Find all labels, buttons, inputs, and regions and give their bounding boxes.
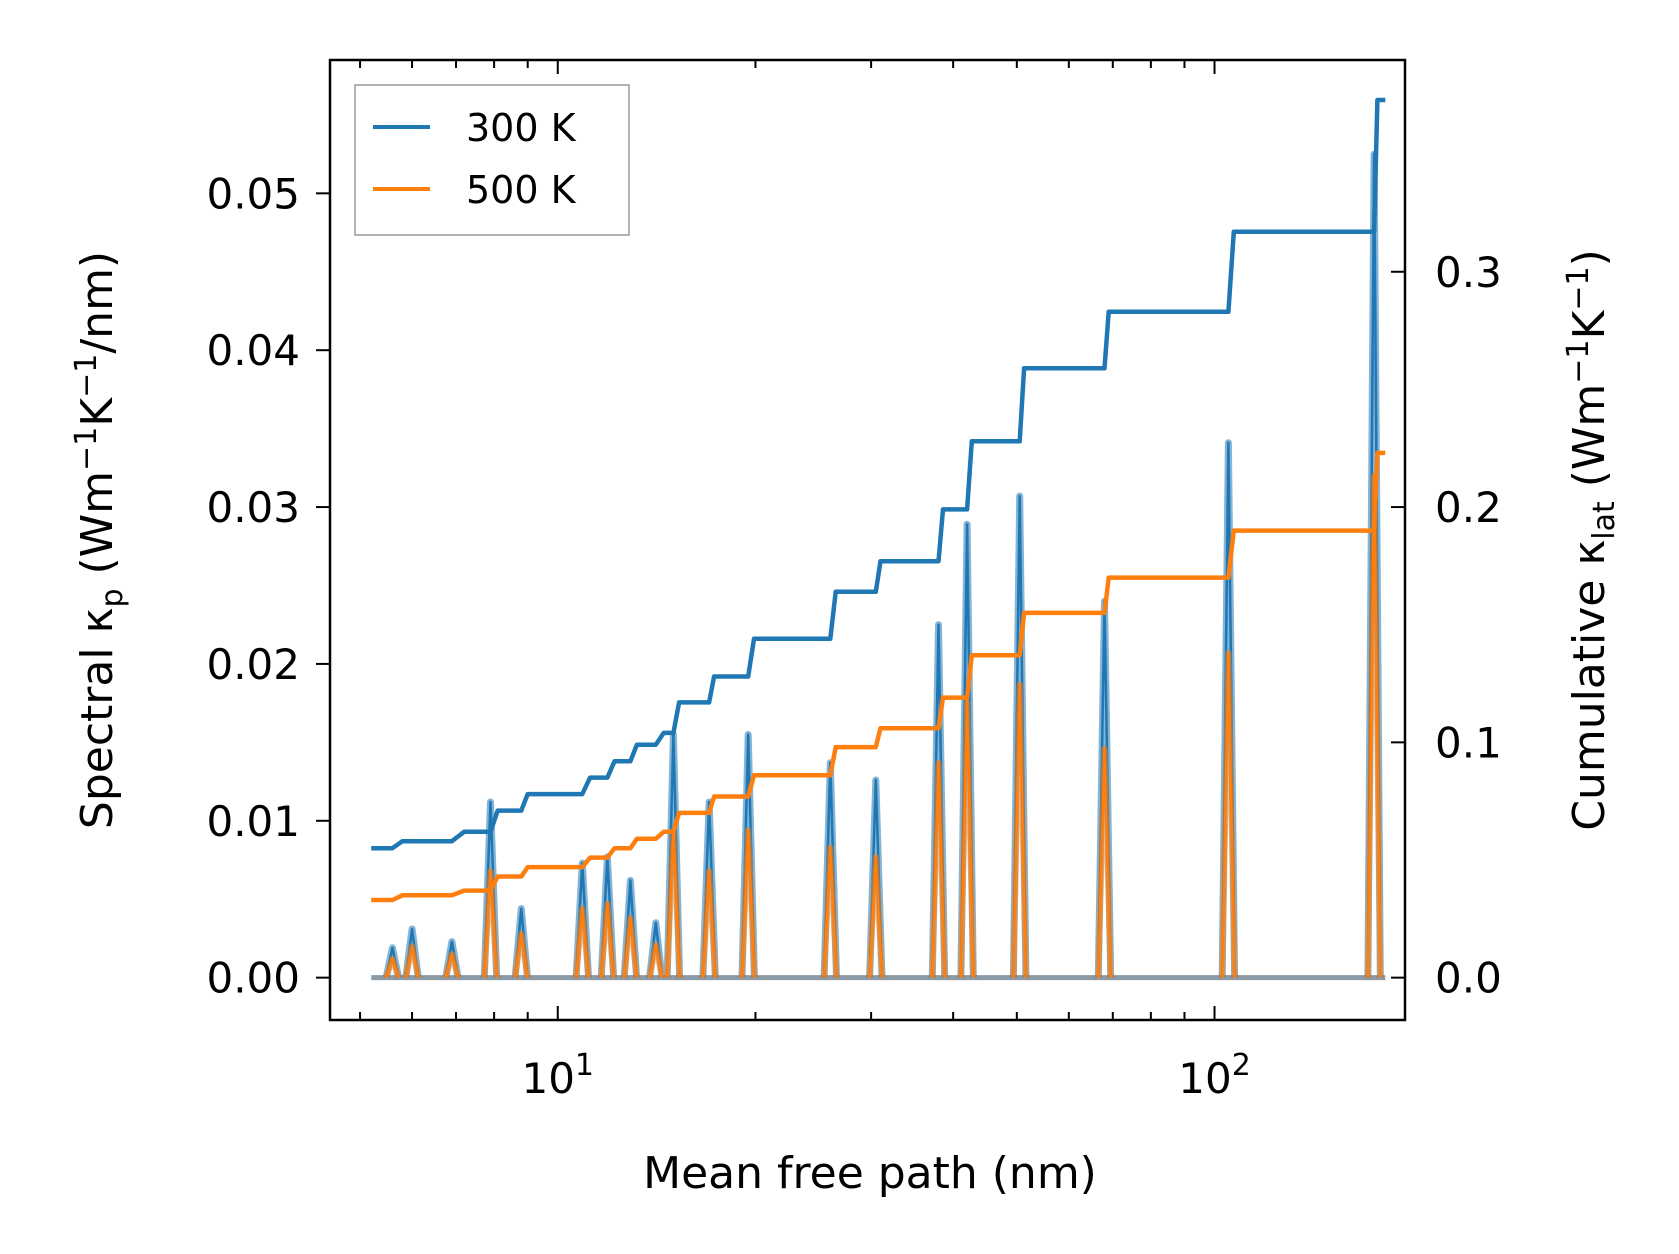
- y-left-tick-label: 0.03: [206, 483, 300, 532]
- y-right-mid: K: [1564, 309, 1615, 339]
- y-left-exp2: −1: [69, 354, 104, 398]
- x-axis-title: Mean free path (nm): [643, 1148, 1097, 1199]
- y-right-tick-label: 0.3: [1435, 248, 1502, 297]
- y-left-exp1: −1: [69, 427, 104, 471]
- y-right-tick-label: 0.2: [1435, 483, 1502, 532]
- y-left-tick-label: 0.01: [206, 797, 300, 846]
- y-left-tick-label: 0.05: [206, 169, 300, 218]
- x-tick-label: 101: [521, 1048, 594, 1103]
- y-right-tick-label: 0.1: [1435, 718, 1502, 767]
- y-axis-right-title: Cumulative κlat (Wm−1K−1): [1561, 249, 1622, 831]
- y-left-units-close: /nm): [72, 251, 123, 354]
- tick-layer: [316, 60, 1405, 1020]
- legend-label-300k: 300 K: [466, 106, 577, 150]
- cumulative-500k-line: [371, 450, 1386, 903]
- legend-label-500k: 500 K: [466, 168, 577, 212]
- x-tick-label-exp: 1: [575, 1048, 594, 1083]
- y-right-exp1: −1: [1561, 339, 1596, 383]
- y-left-units-open: (Wm: [72, 471, 123, 589]
- x-tick-label-exp: 2: [1232, 1048, 1251, 1083]
- y-left-tick-label: 0.00: [206, 954, 300, 1003]
- x-tick-label: 102: [1178, 1048, 1251, 1103]
- cumulative-300k-line: [371, 97, 1386, 851]
- y-left-mid: K: [72, 397, 123, 427]
- tick-label-layer: 101 1020.000.010.020.030.040.050.00.10.20…: [206, 169, 1501, 1103]
- y-right-sub: lat: [1587, 501, 1622, 540]
- y-right-base: Cumulative κ: [1564, 540, 1615, 831]
- y-right-tick-label: 0.0: [1435, 954, 1502, 1003]
- spectral-500k-line: [385, 474, 1382, 978]
- plot-frame: [328, 58, 1407, 1022]
- y-left-sub: p: [95, 588, 130, 607]
- legend-box: [354, 84, 630, 236]
- x-tick-label-base: 10: [1178, 1054, 1231, 1103]
- x-tick-label-base: 10: [521, 1054, 574, 1103]
- y-right-units-close: ): [1564, 249, 1615, 266]
- cumulative-series-layer: [371, 97, 1386, 903]
- y-left-base: Spectral κ: [72, 608, 123, 830]
- legend: 300 K 500 K: [354, 84, 630, 236]
- y-left-tick-label: 0.04: [206, 326, 300, 375]
- y-axis-left-title: Spectral κp (Wm−1K−1/nm): [69, 251, 130, 829]
- y-left-tick-label: 0.02: [206, 640, 300, 689]
- y-right-exp2: −1: [1561, 266, 1596, 310]
- y-right-units-open: (Wm: [1564, 384, 1615, 502]
